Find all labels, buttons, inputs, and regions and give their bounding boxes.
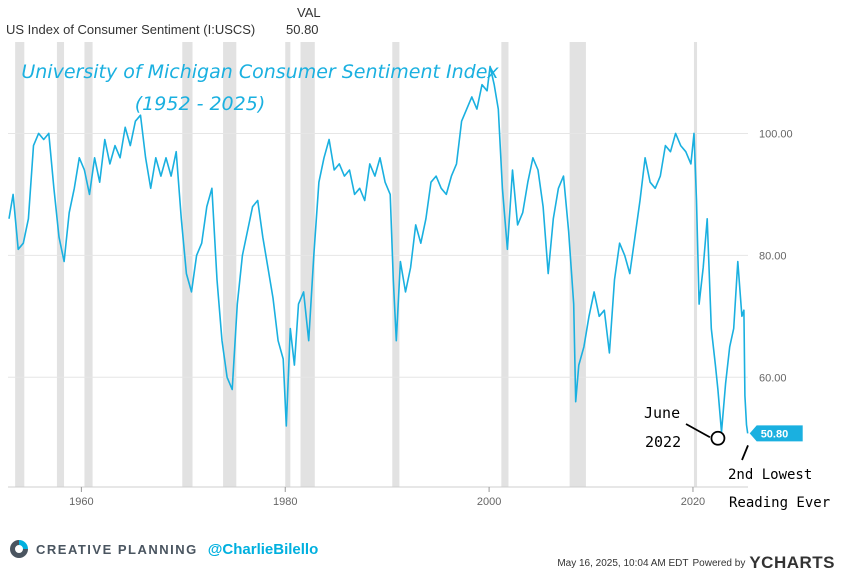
recession-band-11 <box>693 42 698 487</box>
series-label: US Index of Consumer Sentiment (I:USCS) <box>6 22 256 37</box>
x-tick-label: 2000 <box>477 496 501 508</box>
current-value-label: 50.80 <box>761 428 789 440</box>
value-column-label: VAL <box>297 5 321 20</box>
sentiment-series-line <box>8 65 749 434</box>
recession-band-4 <box>182 42 193 487</box>
timestamp: May 16, 2025, 10:04 AM EDT <box>557 557 689 569</box>
x-axis-ticks: 1960 1980 2000 2020 <box>69 487 705 508</box>
recession-band-7 <box>300 42 315 487</box>
brand: CREATIVE PLANNING @CharlieBilello <box>8 538 318 560</box>
june-2022-label-line2: 2022 <box>645 433 681 451</box>
annotations: June 2022 50.80 2nd Lowest Reading Ever <box>644 404 830 511</box>
x-tick-label: 1980 <box>273 496 297 508</box>
second-lowest-pointer <box>741 445 749 461</box>
recession-band-10 <box>569 42 586 487</box>
y-tick-label: 100.00 <box>759 128 793 140</box>
footer: May 16, 2025, 10:04 AM EDT Powered by YC… <box>557 553 835 573</box>
recession-band-2 <box>56 42 65 487</box>
y-tick-label: 80.00 <box>759 250 787 262</box>
y-axis-ticks: 60.00 80.00 100.00 <box>759 128 793 384</box>
june-2022-low-marker <box>710 430 726 446</box>
recession-band-9 <box>501 42 509 487</box>
y-tick-label: 60.00 <box>759 372 787 384</box>
recession-band-3 <box>84 42 93 487</box>
creative-planning-logo-icon <box>10 540 28 558</box>
recession-bands <box>15 42 698 487</box>
recession-band-1 <box>15 42 25 487</box>
second-lowest-label-line1: 2nd Lowest <box>728 467 812 483</box>
author-handle: @CharlieBilello <box>207 540 319 558</box>
recession-band-6 <box>285 42 291 487</box>
june-2022-pointer <box>685 423 711 439</box>
current-value-badge <box>749 425 803 442</box>
chart-title: University of Michigan Consumer Sentimen… <box>21 61 499 83</box>
x-tick-label: 1960 <box>69 496 93 508</box>
second-lowest-label-line2: Reading Ever <box>729 495 830 511</box>
gridlines <box>8 132 748 488</box>
current-value: 50.80 <box>286 22 319 37</box>
recession-band-8 <box>392 42 400 487</box>
chart-subtitle: (1952 - 2025) <box>135 93 265 115</box>
x-tick-label: 2020 <box>681 496 705 508</box>
june-2022-label-line1: June <box>644 404 680 422</box>
brand-name: CREATIVE PLANNING <box>36 541 198 557</box>
ycharts-logo: YCHARTS <box>749 553 835 572</box>
powered-by-label: Powered by <box>692 557 746 569</box>
